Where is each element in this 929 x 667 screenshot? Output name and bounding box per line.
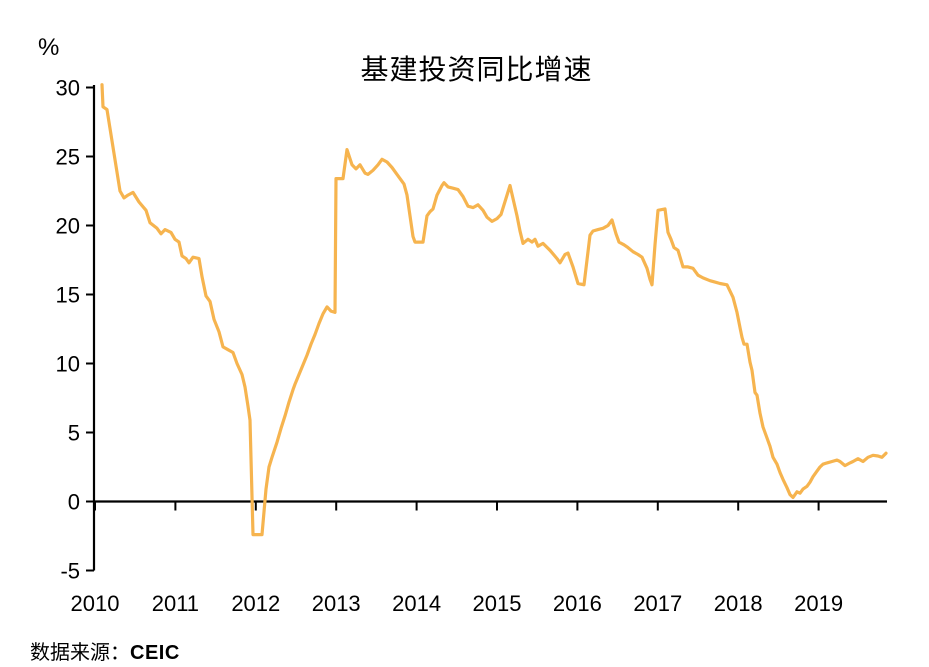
y-tick-label: 20 bbox=[56, 214, 80, 239]
x-tick-label: 2010 bbox=[71, 591, 120, 616]
series-line bbox=[100, 83, 888, 537]
y-axis-unit-label: % bbox=[38, 34, 60, 61]
chart-title: 基建投资同比增速 bbox=[360, 54, 593, 85]
x-tick-label: 2014 bbox=[392, 591, 441, 616]
x-tick-label: 2017 bbox=[633, 591, 682, 616]
data-source-label: 数据来源： bbox=[30, 642, 130, 664]
data-source: 数据来源：CEIC bbox=[30, 636, 180, 665]
y-tick-label: 15 bbox=[56, 283, 80, 308]
y-tick-label: -5 bbox=[60, 559, 80, 584]
data-source-value: CEIC bbox=[130, 642, 180, 664]
x-tick-label: 2012 bbox=[231, 591, 280, 616]
y-tick-label: 30 bbox=[56, 76, 80, 101]
x-tick-label: 2018 bbox=[714, 591, 763, 616]
y-tick-label: 0 bbox=[68, 490, 80, 515]
y-tick-label: 25 bbox=[56, 145, 80, 170]
x-tick-label: 2011 bbox=[152, 591, 199, 616]
y-tick-label: 5 bbox=[68, 421, 80, 446]
x-tick-label: 2013 bbox=[312, 591, 361, 616]
y-tick-label: 10 bbox=[56, 352, 80, 377]
x-tick-label: 2016 bbox=[553, 591, 602, 616]
x-tick-label: 2019 bbox=[794, 591, 843, 616]
x-tick-label: 2015 bbox=[473, 591, 522, 616]
